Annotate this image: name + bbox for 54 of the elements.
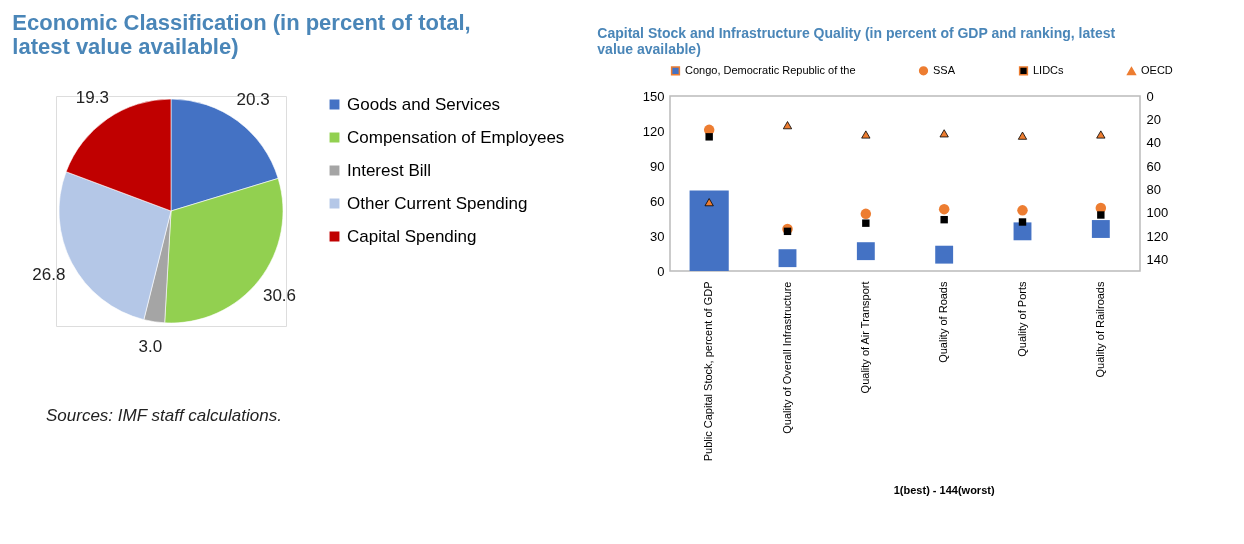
point xyxy=(1097,211,1105,219)
x-tick-label: Quality of Overall Infrastructure xyxy=(780,281,793,434)
x-tick-label: Quality of Roads xyxy=(937,281,950,363)
source-note: Sources: IMF staff calculations. xyxy=(46,406,282,425)
point xyxy=(1091,220,1110,238)
legend-label: SSA xyxy=(933,63,956,76)
point xyxy=(1018,218,1027,226)
data-label: 30.6 xyxy=(262,286,297,306)
point xyxy=(778,249,797,268)
text: 1(best) - 144(worst) xyxy=(893,484,995,496)
y2-tick-label: 100 xyxy=(1146,205,1169,221)
chart-title: Capital Stock and Infrastructure Quality (in percent of GDP and ranking, latest value available) xyxy=(597,25,1116,57)
y-tick-label: 120 xyxy=(642,123,665,139)
y-tick-label: 30 xyxy=(650,228,665,244)
point xyxy=(860,208,872,220)
chart-title: Economic Classification (in percent of total, latest value available) xyxy=(12,9,471,59)
point xyxy=(862,219,870,227)
point xyxy=(856,242,875,261)
x-tick-label: Quality of Ports xyxy=(1015,281,1028,357)
x-tick-label: Quality of Railroads xyxy=(1093,281,1106,378)
point xyxy=(940,215,948,224)
y2-tick-label: 40 xyxy=(1146,135,1161,151)
y2-tick-label: 20 xyxy=(1146,111,1161,127)
data-label: 26.8 xyxy=(32,265,66,285)
y2-tick-label: 0 xyxy=(1146,88,1154,104)
y-tick-label: 0 xyxy=(657,263,665,279)
point xyxy=(1017,205,1028,216)
point xyxy=(861,130,871,139)
legend-label: OECD xyxy=(1141,64,1173,77)
point xyxy=(1017,131,1028,140)
legend-label: Other Current Spending xyxy=(347,193,528,213)
point xyxy=(1096,130,1106,139)
x-tick-label: Quality of Air Transport xyxy=(858,281,871,394)
y2-tick-label: 120 xyxy=(1146,228,1169,244)
y-tick-label: 90 xyxy=(650,158,665,174)
y2-tick-label: 60 xyxy=(1146,158,1161,174)
data-label: 3.0 xyxy=(138,337,163,357)
y2-tick-label: 140 xyxy=(1146,251,1169,267)
x-tick-label: Public Capital Stock, percent of GDP xyxy=(702,281,715,462)
legend-label: LIDCs xyxy=(1033,63,1065,76)
legend-label: Goods and Services xyxy=(347,94,501,114)
legend-label: Interest Bill xyxy=(347,160,432,180)
point xyxy=(939,129,949,138)
legend-label: Compensation of Employees xyxy=(347,127,565,147)
y-tick-label: 150 xyxy=(642,88,665,104)
y2-tick-label: 80 xyxy=(1146,181,1161,197)
legend-label: Capital Spending xyxy=(347,226,477,246)
point xyxy=(938,203,950,215)
y-tick-label: 60 xyxy=(650,193,665,209)
data-label: 19.3 xyxy=(75,87,109,107)
legend-label: Congo, Democratic Republic of the xyxy=(685,63,856,76)
data-label: 20.3 xyxy=(236,90,270,110)
point xyxy=(782,121,793,130)
point xyxy=(935,245,954,264)
